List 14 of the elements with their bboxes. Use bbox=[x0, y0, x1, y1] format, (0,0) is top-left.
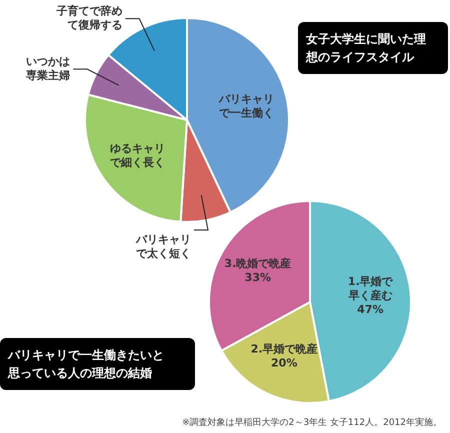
slice-label: 1.早婚で早く産む bbox=[347, 275, 394, 302]
slice-label: バリキャリで太く短く bbox=[134, 232, 191, 260]
text: ※調査対象は早稲田大学の2～3年生 女子112人。2012年実施。 bbox=[182, 416, 442, 429]
slice-label: いつかは専業主婦 bbox=[25, 55, 70, 82]
slice-label: ゆるキャリで細く長く bbox=[110, 142, 165, 169]
text: バリキャリで一生働きたいと思っている人の理想の結婚 bbox=[0, 338, 195, 390]
data-label: 20% bbox=[271, 356, 298, 370]
slice-label: 2.早婚で晩産 bbox=[250, 342, 318, 356]
text: 女子大学生に聞いた理想のライフスタイル bbox=[298, 22, 448, 74]
slice-label: バリキャリで一生働く bbox=[218, 92, 274, 120]
data-label: 47% bbox=[357, 303, 384, 316]
slice-label: 子育てで辞めて復帰する bbox=[55, 4, 122, 32]
data-label: 33% bbox=[244, 271, 272, 284]
slice-label: 3.晩婚で晩産 bbox=[224, 257, 292, 270]
